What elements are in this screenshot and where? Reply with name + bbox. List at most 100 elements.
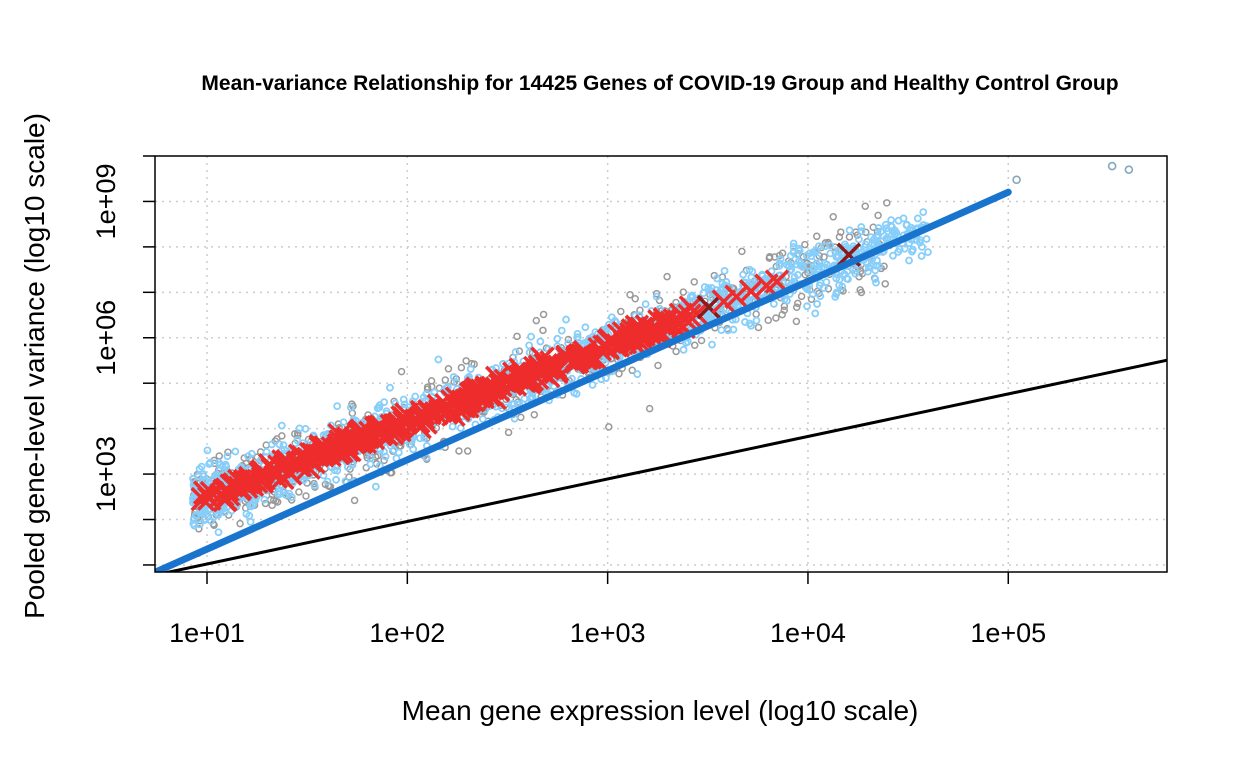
lightblue-point [782,260,791,269]
red-cross [577,345,603,370]
lightblue-point [707,294,716,302]
lightblue-point [887,216,896,225]
gray-point [350,496,359,505]
lightblue-point [215,458,223,467]
lightblue-point [588,380,597,389]
lightblue-point [585,334,594,343]
lightblue-point [913,214,922,223]
gray-point [835,233,844,241]
red-cross [272,454,297,480]
lightblue-point [769,299,778,308]
red-cross [392,406,417,431]
lightblue-point [720,289,729,297]
gray-point [793,299,802,308]
lightblue-point [819,284,828,292]
lightblue-point [192,512,200,521]
lightblue-point [267,440,276,449]
lightblue-point [442,384,451,392]
gray-point [645,404,654,413]
lightblue-point [808,290,817,299]
gray-point [792,317,801,326]
red-cross [212,487,237,513]
lightblue-point [713,274,721,283]
lightblue-point [704,310,713,319]
lightblue-point [528,393,537,402]
gray-point [672,347,680,356]
gray-point [444,365,453,373]
red-cross [441,402,466,427]
lightblue-point [745,319,754,328]
gray-point [845,233,854,241]
lightblue-point [573,333,582,342]
gray-point [792,303,801,312]
red-cross [474,375,500,400]
lightblue-point [826,249,835,258]
fit-line-layer [155,188,1012,572]
y-tick-label: 1e+03 [91,436,121,512]
lightblue-point [221,460,230,469]
lightblue-point [279,487,288,496]
lightblue-point [641,300,650,309]
lightblue-point [581,323,590,332]
lightblue-point [924,248,932,257]
gray-point [679,288,688,296]
red-cross [290,445,316,470]
red-cross [199,480,225,506]
gray-point [348,400,356,408]
lightblue-point [434,355,443,364]
gray-point [515,347,524,355]
lightblue-point [889,251,897,260]
y-axis-label: Pooled gene-level variance (log10 scale) [19,113,50,619]
lightblue-point [375,403,384,412]
lightblue-point [679,345,688,354]
gray-point [530,410,539,419]
lightblue-point [804,261,813,270]
lightblue-point [200,515,209,523]
lightblue-point [843,267,852,276]
gray-point [397,367,406,376]
gray-point [754,323,763,332]
red-cross [724,284,749,310]
lightblue-point [729,325,738,334]
fit-line [155,188,1012,572]
lightblue-point [874,224,883,232]
gray-point [883,199,891,207]
lightblue-point [293,436,302,445]
lightblue-point [775,259,784,268]
lightblue-point [699,289,708,298]
gray-point [874,211,882,220]
lightblue-point [809,265,818,274]
lightblue-point [579,340,588,349]
lightblue-point [712,289,720,298]
gray-point [278,432,286,440]
lightblue-point [894,247,903,256]
lightblue-point [347,403,355,412]
gray-point [615,369,623,378]
lightblue-point [811,309,820,318]
gray-point [862,228,870,237]
lightblue-point [333,466,342,475]
y-axis: 1e+03 1e+06 1e+09 [91,155,155,566]
red-cross [312,440,337,466]
red-cross [192,480,218,505]
lightblue-point [214,528,223,537]
lightblue-point [371,482,380,491]
gray-point [628,366,636,375]
lightblue-point [223,452,232,461]
gray-point [764,316,773,324]
lightblue-point [802,251,811,260]
lightblue-point [720,266,729,275]
lightblue-point [381,452,390,461]
lightblue-point [851,266,860,275]
lightblue-point [215,466,224,474]
gray-point [269,496,278,504]
lightblue-point [553,334,562,343]
lightblue-point [525,341,534,350]
lightblue-point [573,329,582,338]
gray-point [470,360,478,368]
lightblue-point [718,279,727,288]
lightblue-point [400,400,409,409]
gray-point [690,278,698,286]
lightblue-point [572,389,581,398]
lightblue-point [652,292,661,301]
